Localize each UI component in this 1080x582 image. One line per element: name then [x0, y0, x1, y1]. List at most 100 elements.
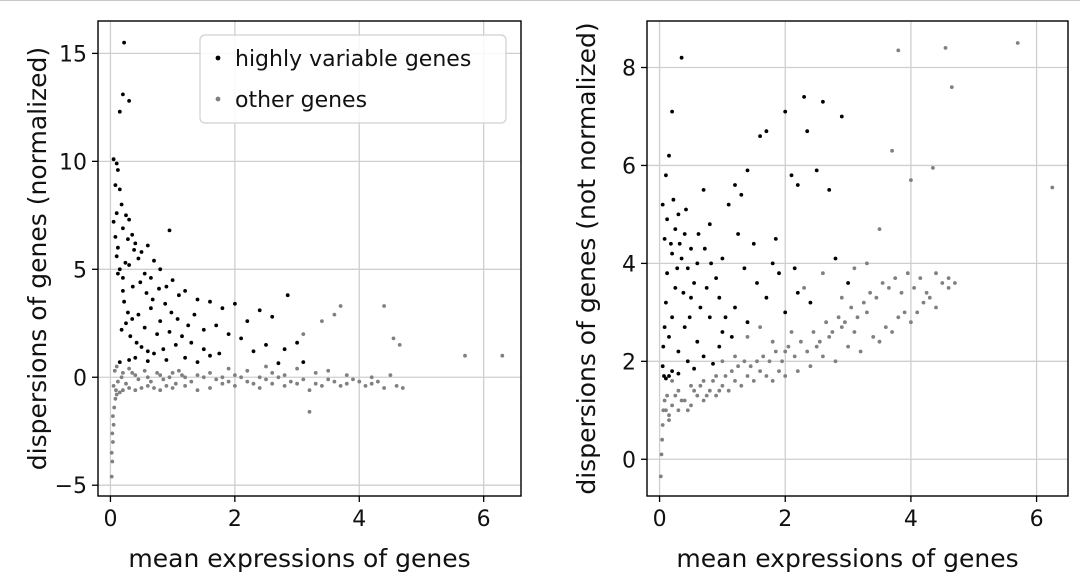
data-point [664, 173, 668, 178]
data-point [670, 109, 674, 114]
data-point [127, 358, 131, 362]
data-point [677, 241, 682, 246]
data-point [758, 369, 762, 373]
data-point [170, 386, 175, 390]
data-point [946, 286, 951, 290]
data-point [142, 271, 147, 276]
data-point [116, 168, 120, 172]
legend: highly variable genes other genes [199, 34, 507, 124]
data-point [855, 315, 860, 320]
data-point [707, 388, 712, 393]
data-point [220, 381, 225, 386]
data-point [673, 286, 678, 290]
data-point [676, 349, 681, 354]
y-tick-label: 8 [622, 57, 636, 82]
data-point [896, 315, 901, 320]
data-point [122, 40, 126, 45]
data-point [689, 403, 693, 408]
data-point [282, 384, 287, 388]
data-point [133, 373, 138, 377]
data-point [764, 374, 769, 378]
legend-marker [215, 96, 221, 102]
data-point [138, 280, 143, 285]
data-point [158, 319, 163, 323]
data-point [363, 384, 368, 388]
data-point [124, 213, 128, 218]
data-point [121, 276, 125, 280]
data-point [912, 286, 916, 290]
series-highly-variable [660, 55, 850, 381]
data-point [839, 325, 844, 329]
data-point [824, 320, 828, 325]
data-point [839, 295, 844, 300]
data-point [682, 232, 687, 236]
data-point [726, 202, 731, 207]
data-point [245, 379, 250, 384]
data-point [684, 207, 688, 212]
data-point [208, 386, 212, 390]
data-point [217, 351, 222, 356]
data-point [704, 286, 709, 290]
data-point [208, 299, 212, 304]
data-point [164, 384, 169, 388]
data-point [733, 354, 737, 359]
data-point [931, 166, 935, 170]
data-point [116, 245, 120, 250]
data-point [201, 327, 206, 332]
data-point [127, 99, 131, 103]
data-point [177, 293, 181, 298]
data-point [679, 256, 684, 261]
data-point [733, 379, 737, 383]
data-point [133, 241, 138, 246]
data-point [109, 450, 114, 455]
data-point [134, 340, 139, 345]
data-point [777, 369, 781, 373]
data-point [660, 202, 665, 207]
data-point [169, 310, 174, 315]
data-point [780, 359, 784, 364]
y-tick-label: 0 [73, 366, 87, 391]
x-tick-label: 0 [653, 507, 667, 532]
data-point [795, 369, 800, 373]
data-point [658, 474, 663, 479]
data-point [173, 381, 178, 386]
data-point [830, 330, 835, 334]
data-point [770, 379, 775, 383]
data-point [117, 187, 122, 192]
data-point [899, 290, 904, 295]
data-point [665, 393, 669, 398]
data-point [808, 364, 813, 369]
data-point [344, 373, 349, 377]
data-point [117, 267, 122, 272]
data-point [376, 379, 380, 384]
data-point [112, 405, 117, 410]
data-point [777, 271, 781, 276]
data-point [880, 281, 885, 285]
data-point [849, 305, 854, 310]
data-point [114, 392, 119, 397]
data-point [245, 368, 250, 373]
data-point [257, 308, 262, 313]
data-point [208, 353, 212, 358]
data-point [128, 334, 133, 339]
data-point [670, 251, 674, 256]
data-point [301, 332, 306, 336]
data-point [669, 241, 673, 246]
data-point [695, 261, 700, 266]
data-point [877, 339, 882, 344]
data-point [698, 305, 703, 310]
data-point [761, 354, 766, 359]
data-point [751, 379, 756, 383]
data-point [117, 360, 122, 364]
data-point [500, 353, 505, 358]
data-point [770, 261, 775, 266]
data-point [814, 168, 819, 173]
data-point [786, 344, 791, 349]
data-point [158, 267, 163, 272]
data-point [121, 289, 125, 293]
data-point [119, 375, 124, 380]
data-point [676, 388, 681, 393]
data-point [116, 271, 120, 276]
data-point [155, 332, 160, 336]
data-point [742, 359, 747, 364]
